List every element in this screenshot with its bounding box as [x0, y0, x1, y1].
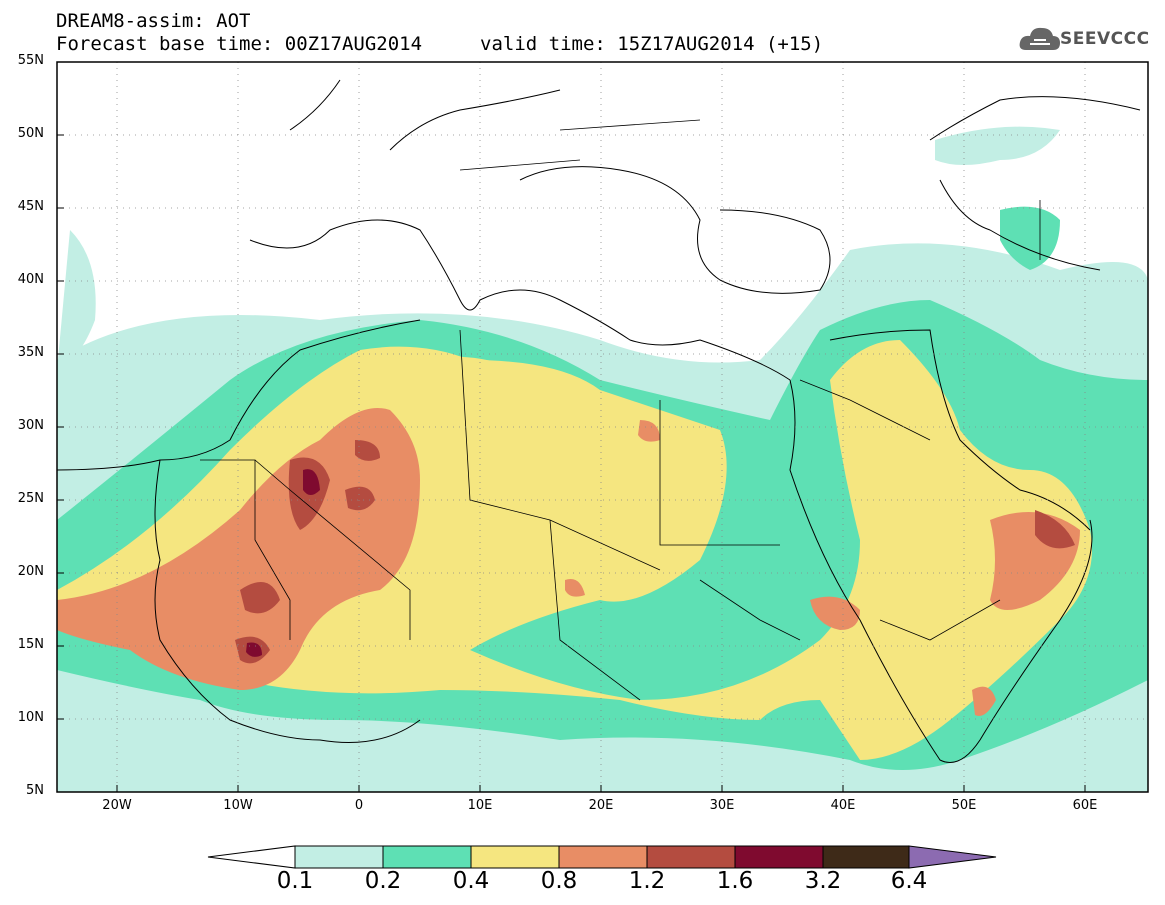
colorbar-bin: [382, 845, 472, 869]
lon-label: 0: [354, 798, 364, 813]
lat-label: 25N: [17, 491, 44, 506]
colorbar-over-arrow: [908, 845, 997, 869]
lat-label: 10N: [17, 710, 44, 725]
aot-contour-0.1-north: [57, 230, 96, 370]
lon-label: 10E: [467, 798, 493, 813]
colorbar-bin: [646, 845, 736, 869]
lat-label: 55N: [17, 53, 44, 68]
lon-label: 10W: [223, 798, 253, 813]
logo-text: SEEVCCC: [1060, 29, 1150, 49]
colorbar-bin: [558, 845, 648, 869]
colorbar-label: 0.1: [276, 868, 314, 894]
colorbar: [207, 845, 997, 869]
lat-label: 35N: [17, 345, 44, 360]
aot-contour-1.6: [303, 469, 320, 495]
lon-label: 30E: [709, 798, 735, 813]
cloud-logo-icon: [1019, 27, 1060, 50]
aot-field: [57, 62, 1148, 792]
colorbar-label: 6.4: [890, 868, 928, 894]
lon-label: 40E: [830, 798, 856, 813]
colorbar-bin: [294, 845, 384, 869]
product-title: DREAM8-assim: AOT: [56, 10, 251, 32]
lat-label: 15N: [17, 637, 44, 652]
colorbar-label: 3.2: [804, 868, 842, 894]
lat-label: 20N: [17, 564, 44, 579]
colorbar-bin: [822, 845, 910, 869]
colorbar-label: 0.4: [452, 868, 490, 894]
colorbar-label: 1.2: [628, 868, 666, 894]
lon-label: 20W: [102, 798, 132, 813]
lon-label: 20E: [588, 798, 614, 813]
coastlines: [57, 79, 1141, 763]
lat-label: 30N: [17, 418, 44, 433]
lon-label: 50E: [951, 798, 977, 813]
lon-label: 60E: [1072, 798, 1098, 813]
colorbar-label: 1.6: [716, 868, 754, 894]
lat-label: 45N: [17, 199, 44, 214]
colorbar-bin: [470, 845, 560, 869]
colorbar-label: 0.8: [540, 868, 578, 894]
colorbar-label: 0.2: [364, 868, 402, 894]
valid-time: valid time: 15Z17AUG2014 (+15): [480, 33, 824, 55]
axis-ticks: [57, 134, 1086, 792]
forecast-base-time: Forecast base time: 00Z17AUG2014: [56, 33, 423, 55]
lat-label: 40N: [17, 272, 44, 287]
colorbar-under-arrow: [207, 845, 296, 869]
lat-label: 5N: [26, 783, 44, 798]
lat-label: 50N: [17, 126, 44, 141]
colorbar-bin: [734, 845, 824, 869]
